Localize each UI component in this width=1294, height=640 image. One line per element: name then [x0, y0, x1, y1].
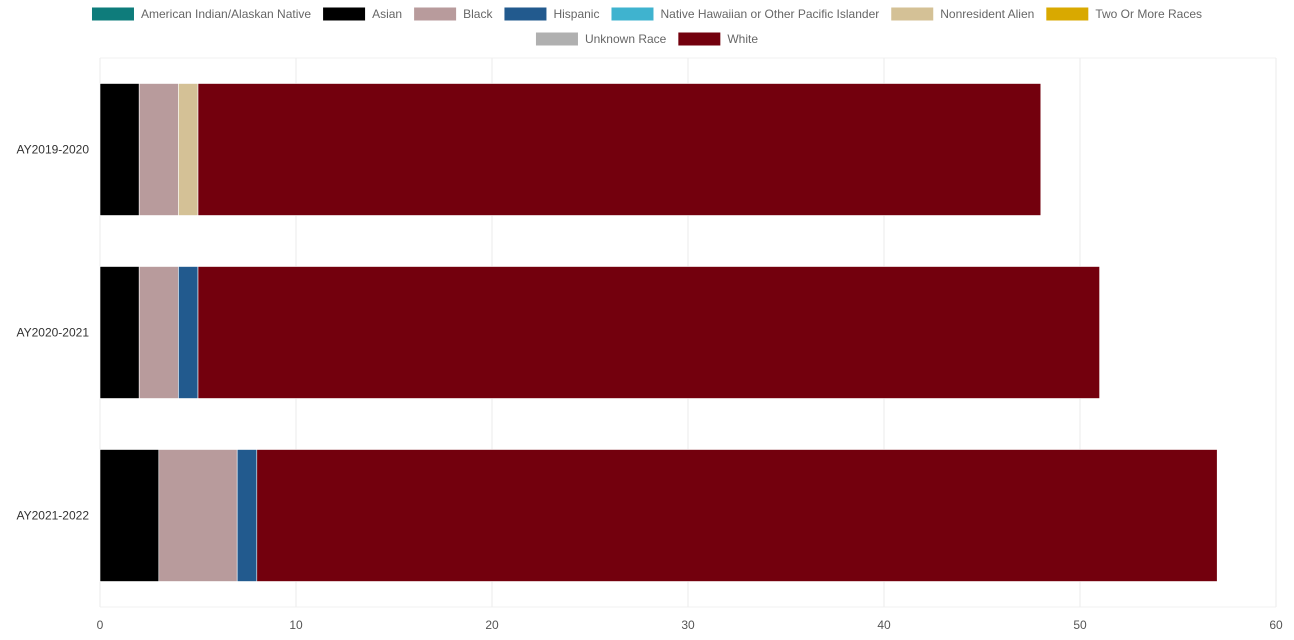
- bar-segment-1-3[interactable]: [178, 266, 199, 399]
- legend-swatch-8: [678, 32, 721, 46]
- bar-segment-1-1[interactable]: [99, 266, 140, 399]
- legend-label-6: Two Or More Races: [1095, 7, 1202, 21]
- legend-item-7[interactable]: Unknown Race: [535, 32, 667, 46]
- y-category-label-0: AY2019-2020: [16, 143, 89, 157]
- legend-swatch-0: [91, 7, 134, 21]
- legend-label-2: Black: [463, 7, 493, 21]
- x-tick-label-4: 40: [877, 618, 891, 632]
- legend-label-4: Native Hawaiian or Other Pacific Islande…: [660, 7, 879, 21]
- legend-swatch-4: [611, 7, 654, 21]
- bar-segment-1-2[interactable]: [138, 266, 179, 399]
- legend-item-5[interactable]: Nonresident Alien: [891, 7, 1034, 21]
- y-category-label-1: AY2020-2021: [16, 326, 89, 340]
- x-tick-label-3: 30: [681, 618, 695, 632]
- legend-item-1[interactable]: Asian: [323, 7, 402, 21]
- bar-segment-0-2[interactable]: [138, 83, 179, 216]
- legend-item-8[interactable]: White: [678, 32, 758, 46]
- legend-label-1: Asian: [372, 7, 402, 21]
- legend-swatch-2: [414, 7, 457, 21]
- legend-label-3: Hispanic: [553, 7, 599, 21]
- bar-segment-2-2[interactable]: [158, 449, 238, 582]
- legend-swatch-5: [891, 7, 934, 21]
- bar-segment-2-3[interactable]: [236, 449, 258, 582]
- legend-item-2[interactable]: Black: [414, 7, 493, 21]
- x-tick-label-1: 10: [289, 618, 303, 632]
- legend-item-6[interactable]: Two Or More Races: [1046, 7, 1202, 21]
- legend-swatch-1: [323, 7, 366, 21]
- x-tick-label-5: 50: [1073, 618, 1087, 632]
- x-tick-label-2: 20: [485, 618, 499, 632]
- y-axis-categories: AY2019-2020 AY2020-2021 AY2021-2022: [16, 143, 89, 523]
- legend-item-4[interactable]: Native Hawaiian or Other Pacific Islande…: [611, 7, 879, 21]
- legend-label-7: Unknown Race: [585, 32, 667, 46]
- legend-swatch-6: [1046, 7, 1089, 21]
- bar-segment-0-1[interactable]: [99, 83, 140, 216]
- bars: [99, 83, 1218, 582]
- bar-segment-2-1[interactable]: [99, 449, 160, 582]
- bar-segment-0-8[interactable]: [197, 83, 1042, 216]
- legend-label-5: Nonresident Alien: [940, 7, 1034, 21]
- legend: American Indian/Alaskan Native Asian Black…: [91, 7, 1202, 46]
- legend-item-3[interactable]: Hispanic: [504, 7, 599, 21]
- x-tick-label-0: 0: [97, 618, 104, 632]
- legend-label-8: White: [727, 32, 758, 46]
- legend-label-0: American Indian/Alaskan Native: [141, 7, 311, 21]
- legend-item-0[interactable]: American Indian/Alaskan Native: [91, 7, 311, 21]
- x-axis-ticks: 0 10 20 30 40 50 60: [97, 618, 1283, 632]
- x-tick-label-6: 60: [1269, 618, 1283, 632]
- bar-segment-1-8[interactable]: [197, 266, 1100, 399]
- bar-segment-2-8[interactable]: [256, 449, 1218, 582]
- legend-swatch-7: [535, 32, 578, 46]
- legend-swatch-3: [504, 7, 547, 21]
- bar-segment-0-5[interactable]: [178, 83, 199, 216]
- y-category-label-2: AY2021-2022: [16, 509, 89, 523]
